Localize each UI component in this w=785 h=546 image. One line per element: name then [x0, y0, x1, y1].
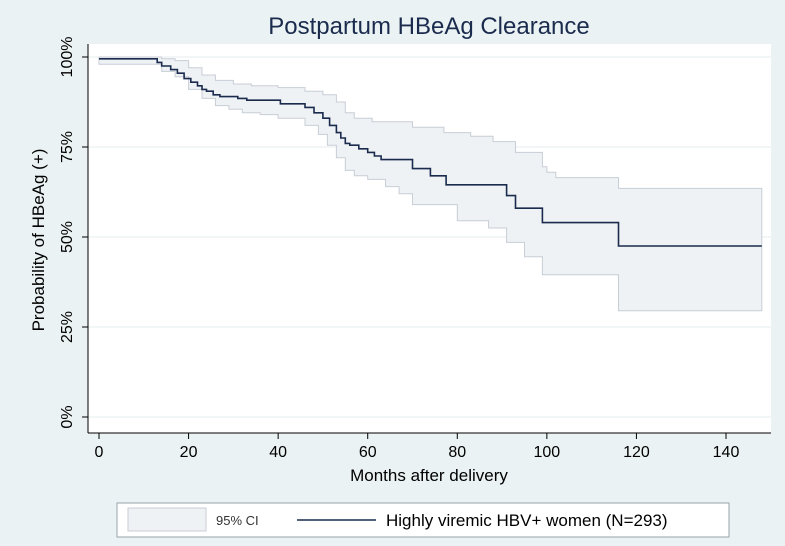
legend-box — [116, 502, 730, 538]
axes — [82, 44, 771, 439]
legend-ci-label: 95% CI — [216, 513, 259, 528]
x-tick-label: 60 — [359, 444, 377, 461]
km-curve — [99, 58, 762, 247]
legend-line-label: Highly viremic HBV+ women (N=293) — [386, 511, 668, 530]
y-tick-label: 100% — [59, 37, 76, 78]
chart-title: Postpartum HBeAg Clearance — [268, 13, 590, 40]
y-axis-label: Probability of HBeAg (+) — [29, 149, 48, 332]
legend-ci-swatch — [127, 507, 207, 532]
x-tick-label: 120 — [623, 444, 650, 461]
y-tick-label: 0% — [59, 405, 76, 428]
x-tick-label: 0 — [95, 444, 104, 461]
x-tick-label: 140 — [713, 444, 740, 461]
x-tick-label: 40 — [269, 444, 287, 461]
x-tick-label: 20 — [180, 444, 198, 461]
y-tick-label: 25% — [59, 311, 76, 343]
ci-band — [98, 56, 763, 312]
legend: 95% CI Highly viremic HBV+ women (N=293) — [116, 502, 730, 538]
y-tick-label: 75% — [59, 131, 76, 163]
x-tick-label: 100 — [534, 444, 561, 461]
x-axis-label: Months after delivery — [350, 466, 508, 485]
x-tick-label: 80 — [448, 444, 466, 461]
y-tick-label: 50% — [59, 221, 76, 253]
tick-labels: 0 20 40 60 80 100 120 140 0% 25% 50% 75% 100% — [59, 37, 739, 461]
